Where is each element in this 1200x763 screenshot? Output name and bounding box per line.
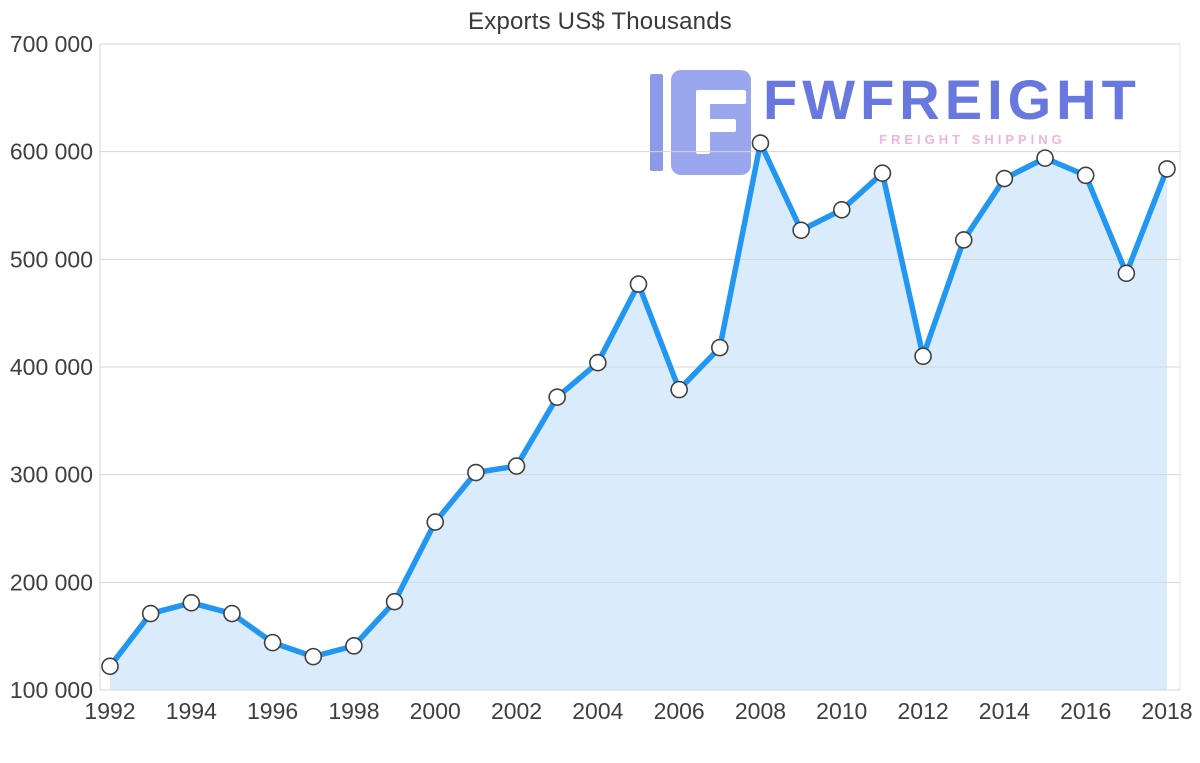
data-point-marker[interactable] xyxy=(548,388,566,406)
data-point-marker[interactable] xyxy=(263,633,282,652)
data-point-marker[interactable] xyxy=(954,231,973,249)
x-tick-label: 2000 xyxy=(410,698,461,724)
data-point-marker[interactable] xyxy=(832,201,851,219)
brand-logo-icon xyxy=(650,70,752,175)
x-tick-label: 2014 xyxy=(979,698,1030,724)
series-area xyxy=(110,143,1167,690)
data-point-marker[interactable] xyxy=(345,637,363,655)
x-tick-label: 2016 xyxy=(1060,698,1111,724)
brand-name: FWFREIGHT xyxy=(763,68,1141,131)
logo-square xyxy=(671,70,751,175)
logo-f-mid-bar xyxy=(696,119,736,132)
data-point-marker[interactable] xyxy=(914,347,932,366)
data-point-marker[interactable] xyxy=(792,221,810,240)
data-point-marker[interactable] xyxy=(507,457,526,475)
x-tick-label: 2010 xyxy=(816,698,867,724)
brand-subtitle: FREIGHT SHIPPING xyxy=(879,132,1066,147)
x-tick-label: 2008 xyxy=(735,698,786,724)
y-tick-label: 400 000 xyxy=(10,354,93,380)
data-point-marker[interactable] xyxy=(223,604,241,623)
x-tick-label: 1994 xyxy=(166,698,217,724)
y-tick-label: 200 000 xyxy=(10,569,93,595)
data-point-marker[interactable] xyxy=(426,513,445,531)
x-tick-label: 1992 xyxy=(84,698,135,724)
data-point-marker[interactable] xyxy=(385,592,404,611)
data-point-marker[interactable] xyxy=(1158,160,1176,178)
x-tick-label: 2004 xyxy=(572,698,623,724)
data-point-marker[interactable] xyxy=(1117,264,1136,283)
data-point-marker[interactable] xyxy=(629,275,648,293)
data-point-marker[interactable] xyxy=(873,164,892,182)
data-point-marker[interactable] xyxy=(995,169,1014,188)
data-point-marker[interactable] xyxy=(101,657,119,676)
logo-f-top-bar xyxy=(696,90,746,104)
data-point-marker[interactable] xyxy=(141,604,160,623)
data-point-marker[interactable] xyxy=(1036,149,1054,167)
data-point-marker[interactable] xyxy=(1076,166,1095,185)
data-point-marker[interactable] xyxy=(304,647,323,666)
data-point-marker[interactable] xyxy=(711,338,729,357)
data-point-marker[interactable] xyxy=(467,463,485,482)
data-point-marker[interactable] xyxy=(751,134,770,152)
data-point-marker[interactable] xyxy=(182,593,201,612)
chart-title: Exports US$ Thousands xyxy=(468,8,732,35)
y-tick-label: 600 000 xyxy=(10,139,93,165)
logo-accent-bar xyxy=(650,74,663,171)
x-tick-label: 1998 xyxy=(328,698,379,724)
brand-text-block: FWFREIGHT FREIGHT SHIPPING xyxy=(763,68,1141,148)
x-tick-label: 1996 xyxy=(247,698,298,724)
y-tick-label: 700 000 xyxy=(10,31,93,57)
y-tick-label: 500 000 xyxy=(10,246,93,272)
x-tick-label: 2002 xyxy=(491,698,542,724)
y-tick-label: 100 000 xyxy=(10,677,93,703)
x-tick-label: 2018 xyxy=(1141,698,1192,724)
brand-watermark: FWFREIGHT FREIGHT SHIPPING xyxy=(650,70,1150,182)
x-tick-label: 2006 xyxy=(654,698,705,724)
x-tick-label: 2012 xyxy=(897,698,948,724)
data-point-marker[interactable] xyxy=(589,353,607,372)
y-tick-label: 300 000 xyxy=(10,462,93,488)
data-point-marker[interactable] xyxy=(670,380,688,399)
